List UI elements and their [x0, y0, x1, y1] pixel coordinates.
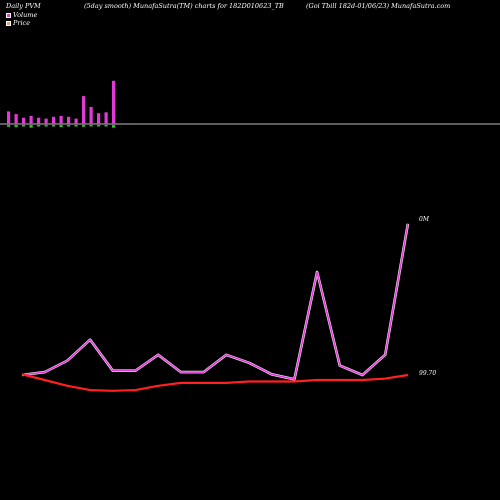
price-panel	[21, 223, 410, 392]
chart-title-right: (Goi Tbill 182d-01/06/23) MunafaSutra.co…	[306, 2, 451, 10]
volume-bar-down	[52, 125, 56, 127]
volume-bar-down	[67, 125, 71, 127]
volume-bar-up	[89, 106, 93, 124]
volume-bar-up	[97, 113, 101, 124]
volume-bar-up	[67, 116, 71, 124]
legend-volume: Volume	[6, 11, 37, 19]
annotations: 0M 99.70	[419, 216, 436, 377]
legend-volume-label: Volume	[13, 11, 38, 19]
volume-panel	[0, 80, 500, 128]
legend-volume-swatch	[6, 12, 11, 18]
volume-bar-up	[22, 117, 26, 124]
volume-bar-up	[74, 118, 78, 124]
volume-bar-down	[37, 125, 41, 127]
legend-price: Price	[6, 19, 30, 27]
chart-title-left: Daily PVM	[6, 2, 41, 10]
volume-bar-down	[74, 125, 78, 127]
volume-bar-down	[29, 125, 33, 128]
legend-price-label: Price	[13, 19, 31, 27]
volume-bar-up	[112, 80, 116, 124]
volume-value-label: 0M	[419, 216, 430, 223]
volume-line-halo	[21, 223, 410, 381]
volume-bar-up	[59, 115, 63, 124]
volume-bar-up	[52, 116, 56, 124]
chart-title-middle: (5day smooth) MunafaSutra(TM) charts for…	[84, 2, 284, 10]
volume-bar-down	[112, 125, 116, 128]
volume-bar-down	[59, 125, 63, 128]
volume-bar-down	[44, 125, 48, 127]
volume-bar-down	[89, 125, 93, 127]
volume-bar-down	[14, 125, 18, 128]
price-line	[21, 373, 409, 392]
volume-line	[21, 223, 409, 381]
price-value-label: 99.70	[419, 370, 436, 377]
volume-bar-down	[7, 125, 11, 127]
volume-bar-up	[82, 96, 86, 124]
volume-bar-up	[14, 114, 18, 124]
volume-bar-down	[22, 125, 26, 127]
volume-bar-down	[82, 125, 86, 127]
volume-bar-up	[7, 111, 11, 124]
volume-bar-down	[97, 125, 101, 127]
volume-bar-up	[29, 115, 33, 124]
volume-bar-up	[37, 117, 41, 124]
legend-price-swatch	[6, 20, 11, 26]
volume-bar-up	[44, 118, 48, 124]
volume-bar-down	[104, 125, 108, 127]
volume-bar-up	[104, 112, 108, 124]
